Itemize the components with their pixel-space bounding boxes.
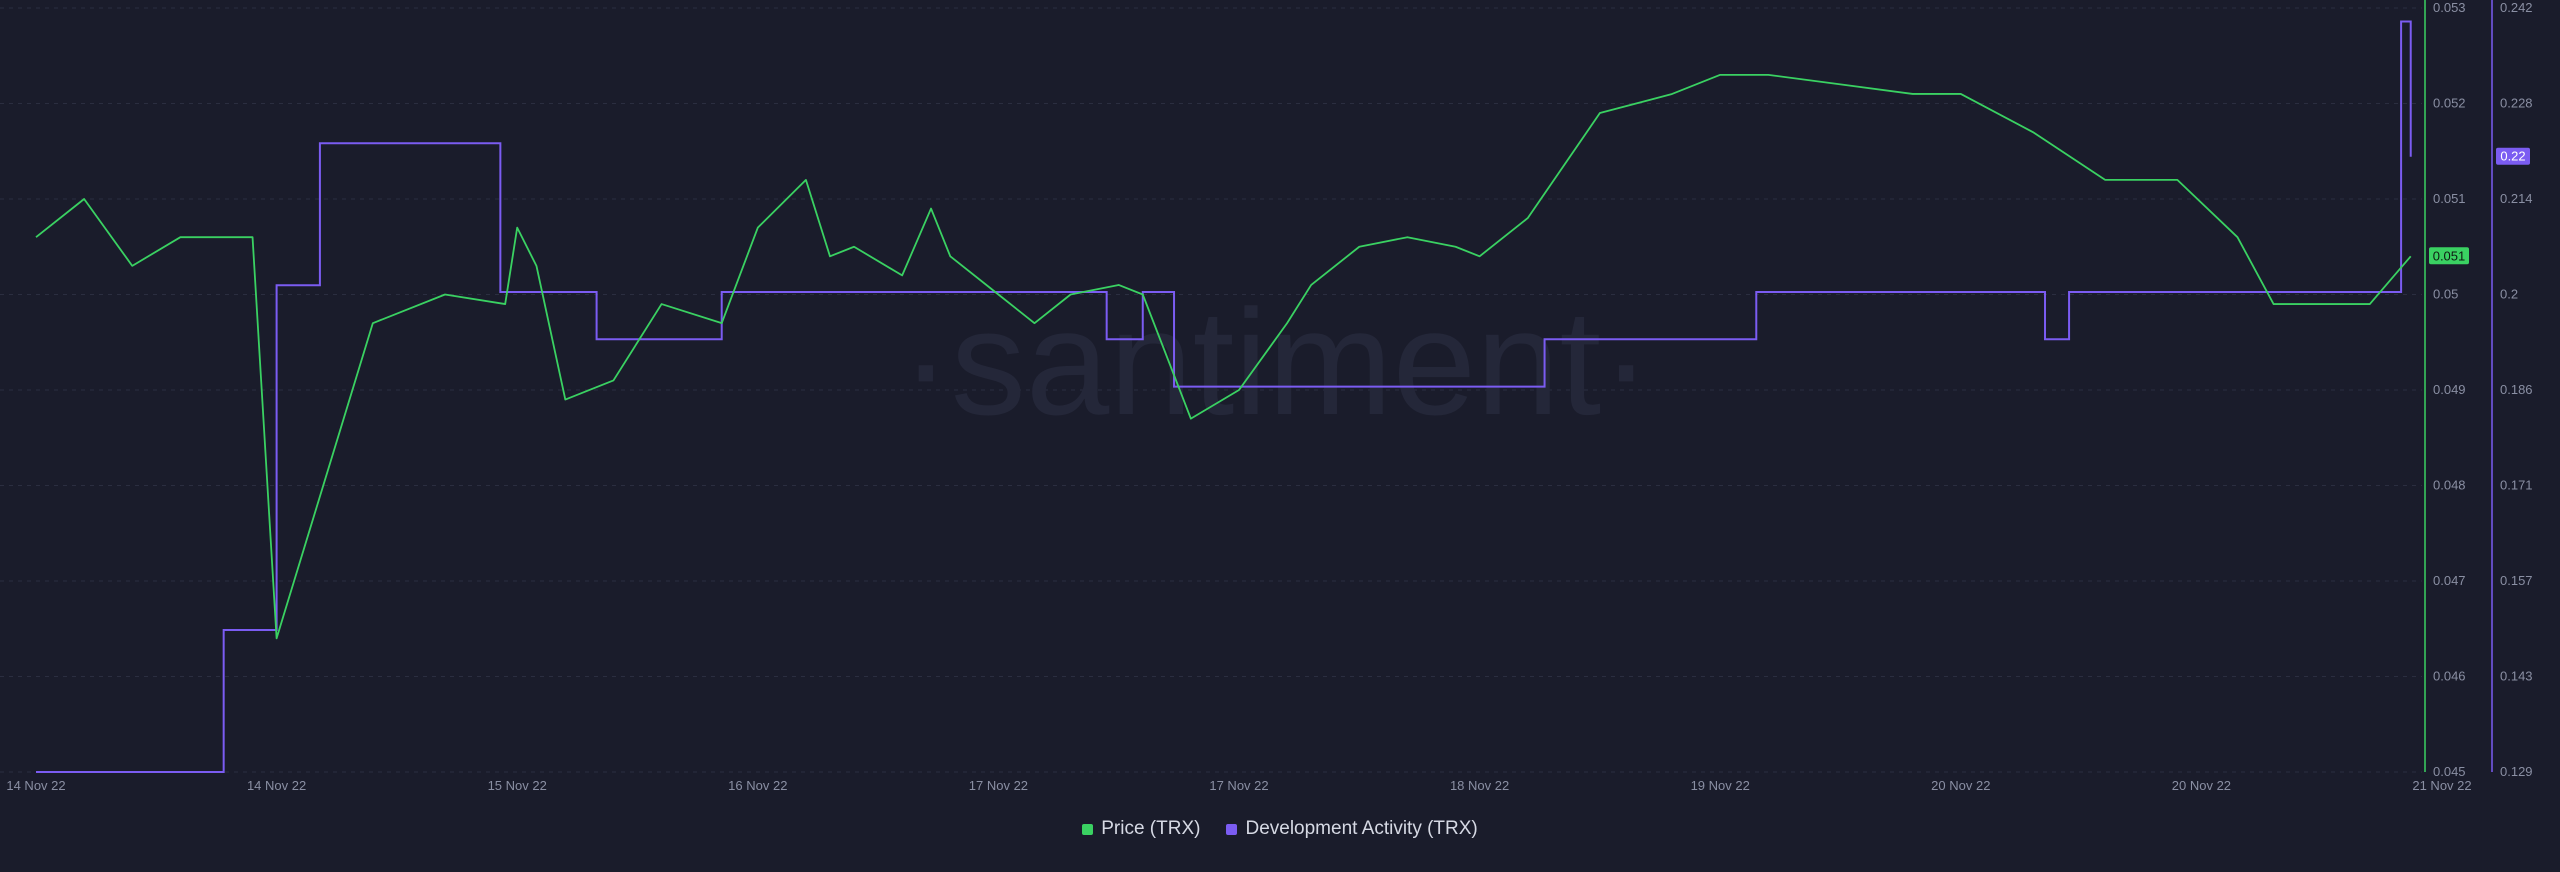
series-line-dev-activity xyxy=(36,20,2412,773)
x-tick-label: 16 Nov 22 xyxy=(728,778,787,793)
x-tick-label: 14 Nov 22 xyxy=(6,778,65,793)
dev-tick-label: 0.186 xyxy=(2500,382,2533,397)
legend-label-dev-activity: Development Activity (TRX) xyxy=(1245,818,1478,839)
dev-tick-label: 0.157 xyxy=(2500,573,2533,588)
dev-tick-label: 0.242 xyxy=(2500,0,2533,15)
price-tick-label: 0.05 xyxy=(2433,287,2458,302)
dev-tick-label: 0.129 xyxy=(2500,764,2533,779)
x-tick-label: 20 Nov 22 xyxy=(2172,778,2231,793)
legend-item-price[interactable]: Price (TRX) xyxy=(1082,818,1200,840)
dev-tick-label: 0.143 xyxy=(2500,669,2533,684)
legend-swatch-price xyxy=(1082,823,1094,835)
legend-item-dev-activity[interactable]: Development Activity (TRX) xyxy=(1226,818,1478,840)
x-tick-label: 14 Nov 22 xyxy=(247,778,306,793)
price-tick-label: 0.053 xyxy=(2433,0,2466,15)
price-current-badge xyxy=(2429,247,2469,265)
price-tick-label: 0.046 xyxy=(2433,669,2466,684)
dev-tick-label: 0.214 xyxy=(2500,191,2533,206)
legend-swatch-dev-activity xyxy=(1226,823,1238,835)
x-tick-label: 19 Nov 22 xyxy=(1691,778,1750,793)
watermark: ·santiment· xyxy=(901,278,1651,446)
x-tick-label: 20 Nov 22 xyxy=(1931,778,1990,793)
price-tick-label: 0.051 xyxy=(2433,191,2466,206)
price-tick-label: 0.047 xyxy=(2433,573,2466,588)
price-tick-label: 0.045 xyxy=(2433,764,2466,779)
dev-tick-label: 0.171 xyxy=(2500,478,2533,493)
series-line-price xyxy=(35,73,2412,640)
legend-label-price: Price (TRX) xyxy=(1101,818,1201,839)
dev-tick-label: 0.228 xyxy=(2500,96,2533,111)
dev-current-badge xyxy=(2496,147,2530,165)
x-tick-label: 17 Nov 22 xyxy=(1209,778,1268,793)
price-current-value: 0.051 xyxy=(2433,248,2466,263)
price-tick-label: 0.048 xyxy=(2433,478,2466,493)
price-tick-label: 0.052 xyxy=(2433,96,2466,111)
x-tick-label: 18 Nov 22 xyxy=(1450,778,1509,793)
x-tick-label: 17 Nov 22 xyxy=(969,778,1028,793)
x-tick-label: 15 Nov 22 xyxy=(488,778,547,793)
x-tick-label: 21 Nov 22 xyxy=(2412,778,2471,793)
legend: Price (TRX) Development Activity (TRX) xyxy=(0,818,2560,840)
dev-current-value: 0.22 xyxy=(2500,149,2525,164)
dev-tick-label: 0.2 xyxy=(2500,287,2518,302)
price-tick-label: 0.049 xyxy=(2433,382,2466,397)
